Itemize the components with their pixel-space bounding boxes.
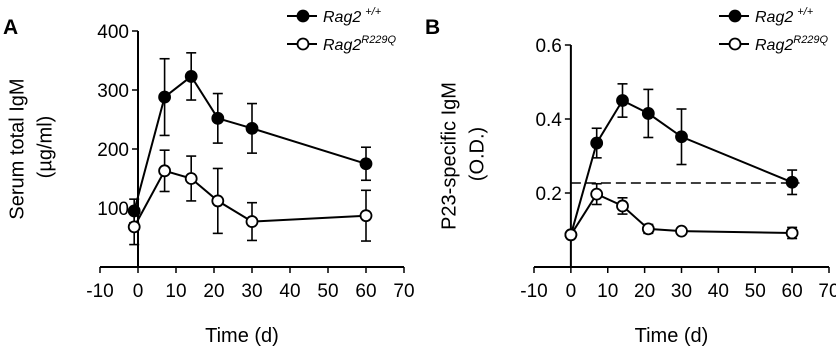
x-tick-label: 50 — [317, 281, 338, 302]
legend-marker — [296, 37, 310, 51]
series-rag2-wt: Rag2 +/+ — [564, 6, 814, 242]
legend-marker — [296, 9, 310, 23]
y-tick-label: 100 — [97, 199, 129, 220]
x-tick-label: 70 — [818, 281, 836, 302]
data-point — [785, 226, 799, 240]
data-point — [641, 107, 655, 120]
x-tick-label: 40 — [708, 281, 729, 302]
legend-series-name: Rag2 — [323, 9, 361, 26]
series-line — [133, 74, 367, 212]
data-point — [211, 111, 225, 125]
y-axis-title: P23-specific IgM — [438, 82, 460, 230]
legend-marker — [728, 37, 742, 51]
y-tick-label: 0.2 — [535, 184, 561, 205]
panel-b: -10 0 10 20 30 40 50 60 70 0.2 0.4 0.6 B P23-specific… — [425, 6, 836, 347]
x-tick-label: 30 — [241, 281, 262, 302]
x-axis-title: Time (d) — [635, 325, 709, 347]
legend-series-genotype: R229Q — [793, 34, 828, 46]
x-tick-label: 50 — [745, 281, 766, 302]
panel-letter: B — [425, 16, 440, 39]
panel-a: -10 0 10 20 30 40 50 60 70 100 200 300 400 A Serum tot… — [3, 6, 415, 347]
legend-series-genotype: +/+ — [797, 6, 813, 18]
series-rag2-r229q: Rag2R229Q — [127, 34, 397, 246]
data-point — [590, 136, 604, 150]
panel-letter: A — [3, 16, 18, 39]
x-tick-label: 10 — [597, 281, 618, 302]
legend-series-name: Rag2 — [755, 37, 793, 54]
x-tick-label: -10 — [520, 281, 547, 302]
legend-marker — [728, 9, 742, 23]
series-line — [570, 192, 793, 236]
data-point — [158, 90, 172, 104]
x-tick-label: 70 — [393, 281, 414, 302]
legend-series-genotype: R229Q — [361, 34, 396, 46]
series-rag2-r229q: Rag2R229Q — [564, 34, 829, 242]
data-point — [184, 172, 198, 185]
y-axis-title: Serum total IgM — [6, 78, 28, 219]
x-tick-label: 60 — [355, 281, 376, 302]
data-point — [245, 215, 259, 228]
legend-series-name: Rag2 — [755, 9, 793, 26]
x-tick-label: 10 — [165, 281, 186, 302]
data-point — [184, 70, 198, 83]
legend-series-genotype: +/+ — [365, 6, 381, 18]
x-tick-label: -10 — [86, 281, 113, 302]
data-point — [245, 121, 259, 135]
legend-label: Rag2 +/+ — [323, 6, 382, 26]
data-point — [616, 94, 629, 107]
data-point — [675, 130, 688, 144]
series-rag2-wt: Rag2 +/+ — [127, 6, 382, 224]
data-point — [616, 199, 629, 213]
data-point — [590, 187, 604, 201]
x-tick-label: 0 — [133, 281, 144, 302]
x-axis-title: Time (d) — [205, 325, 279, 347]
x-tick-label: 0 — [566, 281, 577, 302]
y-tick-label: 0.6 — [535, 36, 561, 57]
legend-label: Rag2R229Q — [323, 34, 397, 54]
data-point — [785, 175, 799, 189]
y-axis-unit: (µg/ml) — [34, 116, 56, 179]
data-point — [359, 209, 373, 223]
y-tick-label: 300 — [97, 81, 129, 102]
legend-label: Rag2R229Q — [755, 34, 829, 54]
x-tick-label: 60 — [782, 281, 803, 302]
y-axis-unit: (O.D.) — [466, 127, 488, 181]
data-point — [211, 194, 225, 208]
series-line — [133, 169, 367, 228]
x-tick-label: 20 — [634, 281, 655, 302]
legend-series-name: Rag2 — [323, 37, 361, 54]
data-point — [564, 228, 578, 242]
data-point — [641, 222, 655, 236]
data-point — [127, 220, 141, 234]
y-tick-label: 0.4 — [535, 110, 562, 131]
legend-label: Rag2 +/+ — [755, 6, 814, 26]
y-tick-label: 400 — [97, 22, 129, 43]
y-tick-label: 200 — [97, 140, 129, 161]
data-point — [158, 164, 172, 178]
x-tick-label: 30 — [671, 281, 692, 302]
data-point — [359, 157, 373, 171]
x-tick-label: 20 — [203, 281, 224, 302]
x-tick-label: 40 — [279, 281, 300, 302]
data-point — [675, 224, 688, 238]
